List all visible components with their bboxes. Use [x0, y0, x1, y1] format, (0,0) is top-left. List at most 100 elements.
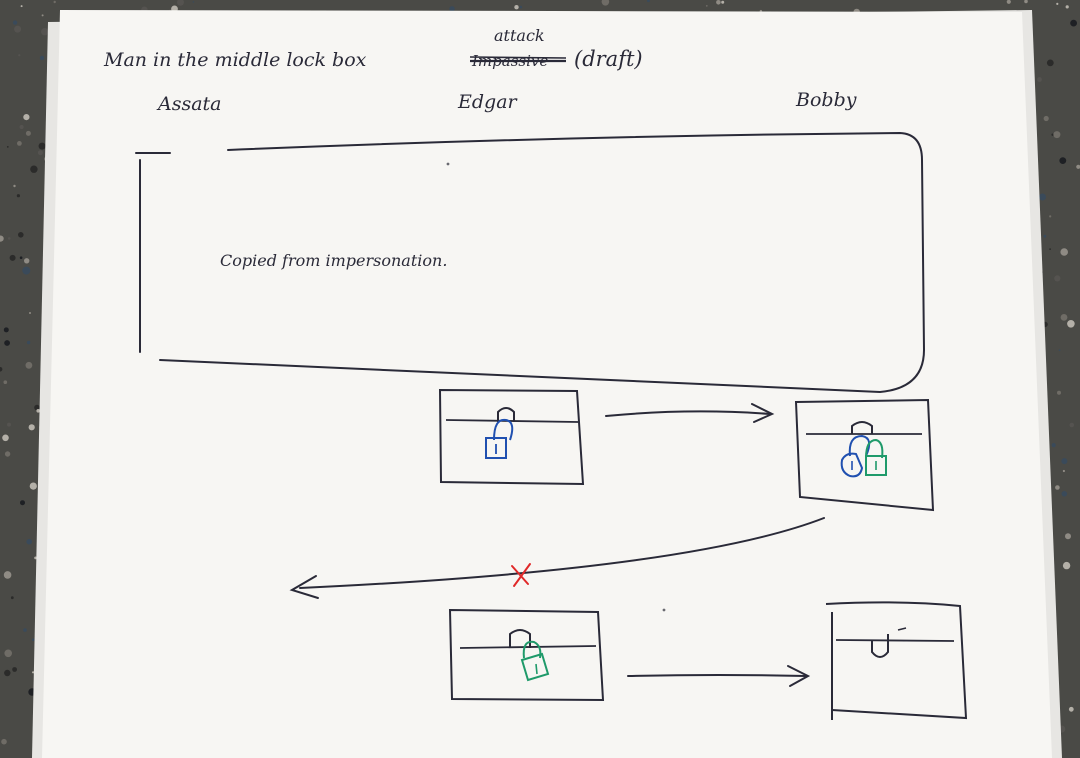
granite-speck — [19, 256, 23, 260]
granite-speck — [17, 141, 22, 146]
intercept-x-mark — [511, 563, 531, 587]
granite-speck — [41, 28, 49, 36]
granite-speck — [20, 500, 25, 506]
box-hasp-icon — [509, 629, 531, 648]
granite-speck — [1051, 443, 1056, 448]
granite-speck — [9, 254, 16, 261]
granite-speck — [36, 409, 40, 413]
granite-speck — [0, 235, 4, 242]
granite-speck — [177, 0, 184, 6]
granite-speck — [1053, 131, 1061, 139]
granite-speck — [1057, 390, 1061, 395]
step-3-box — [448, 608, 605, 702]
granite-speck — [39, 55, 45, 61]
granite-speck — [34, 404, 40, 411]
arrow-bobby-to-assata — [289, 517, 825, 599]
granite-speck — [29, 482, 37, 490]
granite-speck — [4, 340, 10, 346]
granite-speck — [10, 596, 14, 600]
granite-speck — [23, 628, 27, 632]
hasp-mark — [897, 627, 907, 631]
title-main: Man in the middle lock box — [103, 49, 367, 71]
granite-speck — [449, 6, 455, 12]
granite-speck — [13, 184, 16, 188]
granite-speck — [22, 266, 31, 275]
granite-speck — [18, 232, 24, 238]
copied-section-frame — [135, 131, 926, 394]
granite-speck — [16, 194, 20, 198]
granite-speck — [19, 124, 24, 130]
granite-speck — [3, 380, 8, 385]
strike-line-2 — [469, 56, 567, 59]
granite-speck — [2, 434, 9, 442]
box-hasp-icon — [497, 407, 515, 422]
granite-speck — [1058, 349, 1061, 352]
step-1-box — [438, 388, 585, 486]
granite-speck — [12, 20, 18, 25]
participant-bobby: Bobby — [795, 89, 857, 111]
blue-padlock-icon — [840, 434, 871, 478]
granite-speck — [1046, 59, 1054, 67]
granite-speck — [1060, 248, 1068, 256]
title-suffix: (draft) — [574, 47, 643, 71]
granite-speck — [34, 556, 37, 560]
participant-assata: Assata — [156, 93, 222, 115]
granite-speck — [705, 5, 708, 7]
granite-speck — [28, 424, 35, 431]
granite-speck — [1061, 491, 1068, 497]
granite-speck — [31, 671, 35, 674]
granite-speck — [12, 667, 17, 672]
paper-front-sheet — [42, 10, 1052, 758]
step-4-box — [825, 601, 968, 720]
granite-speck — [1060, 314, 1068, 321]
copied-note: Copied from impersonation. — [220, 251, 447, 270]
granite-speck — [1051, 133, 1054, 136]
granite-speck — [4, 649, 12, 658]
granite-speck — [1, 738, 7, 745]
granite-speck — [514, 5, 519, 10]
box-outline — [448, 608, 605, 702]
granite-speck — [647, 0, 650, 3]
granite-speck — [1062, 469, 1065, 473]
granite-speck — [1037, 77, 1042, 82]
open-hasp-icon — [871, 634, 889, 658]
granite-speck — [1067, 320, 1075, 328]
granite-speck — [1049, 215, 1052, 218]
granite-speck — [3, 327, 9, 333]
granite-speck — [1056, 2, 1059, 5]
arrow-edgar-to-bobby-1 — [605, 403, 775, 423]
granite-speck — [7, 422, 11, 427]
box-lid-line — [459, 645, 597, 649]
granite-speck — [38, 142, 46, 150]
struck-word: Impassive — [469, 52, 567, 70]
granite-speck — [1024, 0, 1028, 4]
granite-speck — [29, 312, 31, 314]
granite-speck — [1049, 248, 1051, 251]
granite-speck — [1054, 275, 1061, 282]
granite-speck — [1065, 533, 1071, 540]
granite-speck — [30, 165, 38, 173]
granite-speck — [23, 114, 30, 121]
granite-speck — [26, 538, 32, 545]
frame-outline — [159, 131, 926, 394]
granite-speck — [1068, 706, 1074, 712]
box-outline — [794, 398, 935, 512]
box-lid-line — [445, 419, 579, 423]
granite-speck — [25, 361, 33, 369]
arrow-edgar-to-bobby-2 — [627, 665, 811, 687]
granite-speck — [1043, 234, 1047, 238]
granite-speck — [1006, 0, 1011, 4]
granite-speck — [20, 5, 23, 8]
granite-speck — [1069, 422, 1075, 428]
blue-padlock-icon — [485, 418, 514, 459]
granite-speck — [1062, 561, 1071, 570]
stray-dot — [446, 162, 450, 166]
granite-speck — [26, 340, 31, 345]
granite-speck — [53, 0, 56, 4]
granite-speck — [601, 0, 610, 6]
granite-speck — [37, 150, 43, 156]
box-lid-line — [835, 639, 955, 642]
granite-speck — [1039, 193, 1046, 201]
box-outline — [438, 388, 585, 486]
